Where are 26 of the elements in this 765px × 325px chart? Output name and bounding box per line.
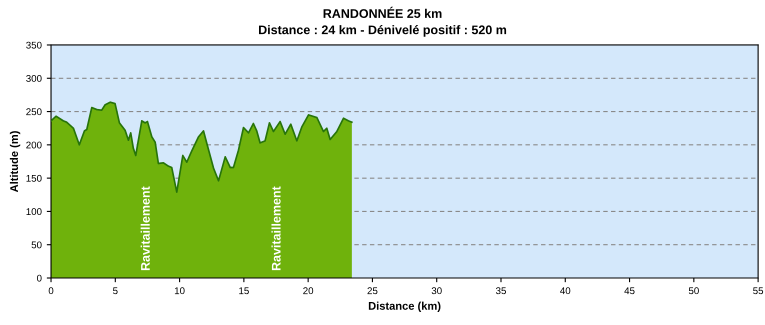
x-tick-label: 10 [174,287,185,294]
x-axis-title: Distance (km) [368,302,440,312]
annotation: Ravitaillement [271,186,281,270]
x-tick-label: 20 [303,287,314,294]
x-tick-label: 45 [624,287,635,294]
y-tick-label: 200 [26,142,42,148]
y-tick-label: 50 [32,241,42,248]
x-tick-label: 0 [48,287,54,294]
x-tick-label: 30 [432,287,442,294]
x-tick-label: 15 [239,287,249,294]
x-tick-label: 50 [688,287,699,294]
chart-title: RANDONNÉE 25 km [324,6,442,18]
y-tick-label: 0 [36,274,42,282]
annotation: Ravitaillement [140,186,150,270]
x-tick-label: 25 [368,287,378,294]
x-tick-label: 40 [560,287,570,294]
x-tick-label: 5 [112,287,118,294]
y-tick-label: 250 [26,108,42,116]
y-tick-label: 300 [26,75,42,82]
x-tick-label: 55 [753,287,764,294]
y-tick-label: 350 [26,42,42,49]
y-axis-title: Altitude (m) [10,131,20,192]
x-tick-label: 35 [496,287,506,294]
chart-subtitle: Distance : 24 km - Dénivelé positif : 520 m [258,24,506,37]
y-tick-label: 150 [26,174,42,182]
y-tick-label: 100 [26,208,42,216]
